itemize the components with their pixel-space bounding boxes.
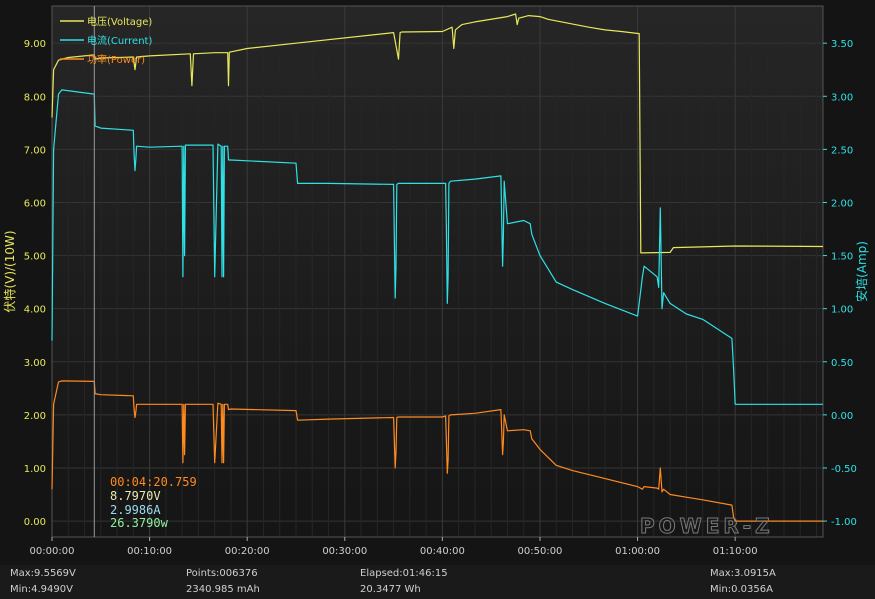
left-tick-label: 2.00 xyxy=(24,411,46,422)
right-tick-label: -1.00 xyxy=(831,517,857,528)
status-footer: Max:9.5569V Min:4.9490V Points:006376 23… xyxy=(0,565,875,599)
series-lines xyxy=(51,13,824,522)
left-tick-label: 7.00 xyxy=(24,145,46,156)
right-tick-label: 3.50 xyxy=(831,39,853,50)
capacity: 2340.985 mAh xyxy=(186,584,260,595)
right-tick-label: 0.50 xyxy=(831,358,853,369)
left-tick-label: 8.00 xyxy=(24,92,46,103)
right-tick-label: 3.00 xyxy=(831,92,853,103)
x-tick-label: 00:20:00 xyxy=(225,546,270,557)
left-tick-label: 9.00 xyxy=(24,39,46,50)
legend-entry: 功率(Power) xyxy=(87,53,145,66)
cursor-current: 2.9986A xyxy=(110,503,161,517)
cursor-power: 26.3790w xyxy=(110,516,169,530)
x-tick-label: 00:00:00 xyxy=(30,546,75,557)
legend-entry: 电流(Current) xyxy=(87,34,152,47)
elapsed-time: Elapsed:01:46:15 xyxy=(360,568,448,579)
right-tick-label: 2.00 xyxy=(831,198,853,209)
max-voltage: Max:9.5569V xyxy=(10,568,76,579)
right-tick-label: 0.00 xyxy=(831,411,853,422)
left-tick-label: 1.00 xyxy=(24,464,46,475)
x-tick-label: 01:10:00 xyxy=(713,546,758,557)
x-axis-ticks: 00:00:00 00:10:00 00:20:00 00:30:00 00:40:00… xyxy=(30,537,758,557)
series-line-2 xyxy=(51,380,823,522)
legend: 电压(Voltage) 电流(Current) 功率(Power) xyxy=(60,15,152,66)
left-tick-label: 0.00 xyxy=(24,517,46,528)
points-count: Points:006376 xyxy=(186,568,258,579)
right-tick-label: 1.00 xyxy=(831,305,853,316)
right-tick-label: -0.50 xyxy=(831,464,857,475)
left-tick-label: 3.00 xyxy=(24,358,46,369)
brand-logo: POWER-Z xyxy=(640,514,774,538)
x-tick-label: 00:10:00 xyxy=(127,546,172,557)
x-tick-label: 00:30:00 xyxy=(322,546,367,557)
left-axis-ticks: 9.00 8.00 7.00 6.00 5.00 4.00 3.00 2.00 1.00 0.00 xyxy=(24,39,46,528)
min-voltage: Min:4.9490V xyxy=(10,584,73,595)
right-axis-label: 安培(Amp) xyxy=(854,241,869,302)
x-tick-label: 00:40:00 xyxy=(420,546,465,557)
left-tick-label: 4.00 xyxy=(24,305,46,316)
min-current: Min:0.0356A xyxy=(710,584,773,595)
left-tick-label: 6.00 xyxy=(24,198,46,209)
plot-area xyxy=(52,6,823,537)
right-tick-label: 1.50 xyxy=(831,252,853,263)
right-axis-ticks: 3.50 3.00 2.50 2.00 1.50 1.00 0.50 0.00 -0.50 -1.… xyxy=(823,39,857,528)
max-current: Max:3.0915A xyxy=(710,568,776,579)
power-meter-chart: 9.00 8.00 7.00 6.00 5.00 4.00 3.00 2.00 1.00 0.00… xyxy=(2,5,869,557)
left-tick-label: 5.00 xyxy=(24,252,46,263)
energy: 20.3477 Wh xyxy=(360,584,421,595)
x-tick-label: 01:00:00 xyxy=(615,546,660,557)
left-axis-label: 伏特(V)/(10W) xyxy=(2,230,17,312)
cursor-time: 00:04:20.759 xyxy=(110,475,197,489)
grid-lines xyxy=(51,5,824,538)
x-tick-label: 00:50:00 xyxy=(518,546,563,557)
legend-entry: 电压(Voltage) xyxy=(87,15,152,28)
right-tick-label: 2.50 xyxy=(831,145,853,156)
series-line-0 xyxy=(51,13,824,254)
cursor-voltage: 8.7970V xyxy=(110,489,161,503)
series-line-1 xyxy=(51,89,823,405)
